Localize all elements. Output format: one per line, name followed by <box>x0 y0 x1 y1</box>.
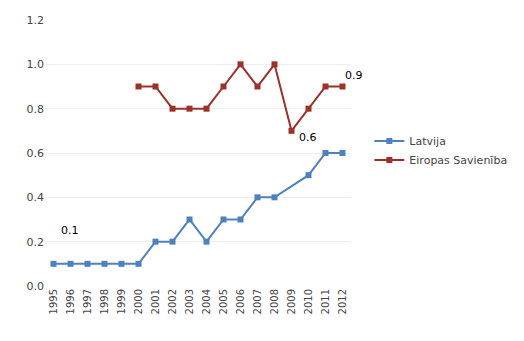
svg-text:0.2: 0.2 <box>27 236 45 249</box>
svg-text:2007: 2007 <box>252 289 263 314</box>
svg-text:1997: 1997 <box>82 289 93 314</box>
svg-text:2008: 2008 <box>269 289 280 314</box>
svg-text:0.0: 0.0 <box>27 280 45 293</box>
svg-text:0.9: 0.9 <box>345 69 363 82</box>
svg-text:2000: 2000 <box>133 289 144 314</box>
svg-text:2004: 2004 <box>201 289 212 314</box>
svg-text:0.6: 0.6 <box>299 131 317 144</box>
svg-text:1.2: 1.2 <box>27 14 45 27</box>
svg-text:2012: 2012 <box>337 289 348 314</box>
svg-text:2010: 2010 <box>303 289 314 314</box>
svg-text:Latvija: Latvija <box>409 135 446 148</box>
svg-text:2001: 2001 <box>150 289 161 314</box>
svg-text:1996: 1996 <box>65 289 76 314</box>
svg-text:2002: 2002 <box>167 289 178 314</box>
svg-text:2005: 2005 <box>218 289 229 314</box>
svg-text:2006: 2006 <box>235 289 246 314</box>
svg-text:2011: 2011 <box>320 289 331 314</box>
svg-text:1995: 1995 <box>48 289 59 314</box>
svg-text:0.1: 0.1 <box>61 224 79 237</box>
svg-text:0.4: 0.4 <box>27 191 45 204</box>
svg-text:1.0: 1.0 <box>27 58 45 71</box>
svg-text:2003: 2003 <box>184 289 195 314</box>
svg-text:1999: 1999 <box>116 289 127 314</box>
svg-text:0.8: 0.8 <box>27 103 45 116</box>
svg-text:1998: 1998 <box>99 289 110 314</box>
svg-text:Eiropas Savienība: Eiropas Savienība <box>409 154 507 167</box>
svg-text:2009: 2009 <box>286 289 297 314</box>
svg-text:0.6: 0.6 <box>27 147 45 160</box>
